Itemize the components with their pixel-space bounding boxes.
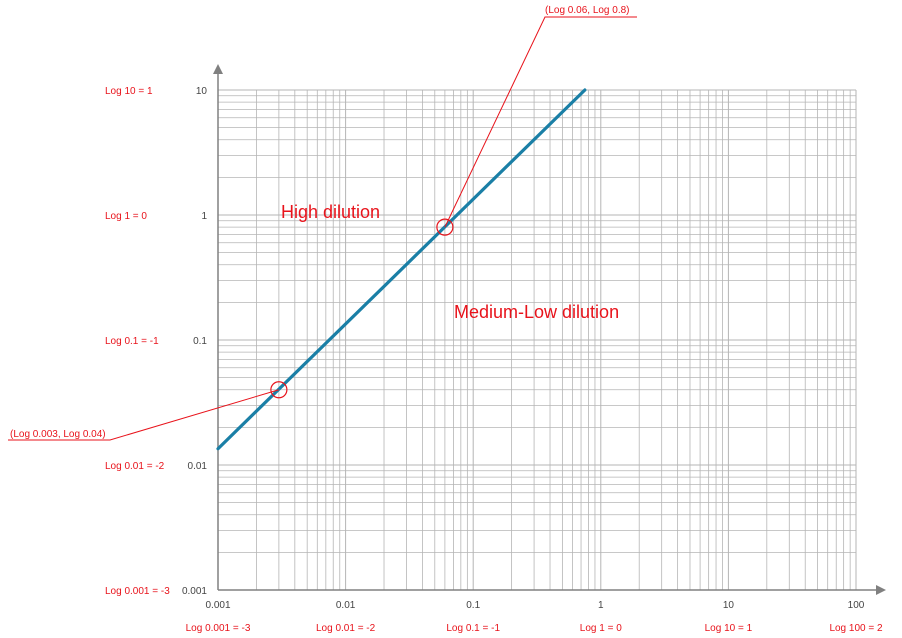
point-label: (Log 0.06, Log 0.8) — [545, 5, 630, 16]
y-axis-arrow — [213, 64, 223, 74]
series-line — [216, 88, 587, 451]
x-tick-label: 10 — [723, 600, 735, 611]
y-tick-label: 0.01 — [188, 461, 208, 472]
y-tick-label: 0.1 — [193, 336, 207, 347]
x-tick-label: 0.001 — [205, 600, 230, 611]
y-log-label: Log 1 = 0 — [105, 211, 147, 222]
point-label: (Log 0.003, Log 0.04) — [10, 429, 106, 440]
y-log-label: Log 0.01 = -2 — [105, 461, 165, 472]
x-axis-arrow — [876, 585, 886, 595]
callout-line — [8, 389, 280, 441]
y-log-label: Log 10 = 1 — [105, 86, 153, 97]
x-log-label: Log 10 = 1 — [705, 623, 753, 634]
y-tick-label: 0.001 — [182, 586, 207, 597]
x-log-label: Log 0.01 = -2 — [316, 623, 376, 634]
x-tick-label: 0.01 — [336, 600, 356, 611]
y-log-label: Log 0.001 = -3 — [105, 586, 170, 597]
grid-lines — [217, 89, 857, 591]
point-marker — [270, 381, 288, 399]
x-log-label: Log 0.001 = -3 — [186, 623, 251, 634]
x-log-label: Log 0.1 = -1 — [446, 623, 500, 634]
point-marker — [436, 218, 454, 236]
y-tick-label: 10 — [196, 86, 208, 97]
region-label: Medium-Low dilution — [454, 302, 619, 322]
x-log-label: Log 1 = 0 — [580, 623, 622, 634]
y-tick-label: 1 — [201, 211, 207, 222]
x-log-label: Log 100 = 2 — [829, 623, 883, 634]
callout-line — [444, 16, 637, 228]
data-series — [216, 88, 587, 451]
y-log-label: Log 0.1 = -1 — [105, 336, 159, 347]
annotations: (Log 0.003, Log 0.04) (Log 0.06, Log 0.8)… — [8, 5, 637, 441]
region-label: High dilution — [281, 202, 380, 222]
x-tick-label: 0.1 — [466, 600, 480, 611]
x-tick-label: 1 — [598, 600, 604, 611]
tick-labels: 0.001 0.01 0.1 1 10 100 0.001 0.01 0.1 1 10 Log 0.0… — [105, 86, 883, 634]
x-tick-label: 100 — [848, 600, 865, 611]
axes — [213, 64, 886, 595]
